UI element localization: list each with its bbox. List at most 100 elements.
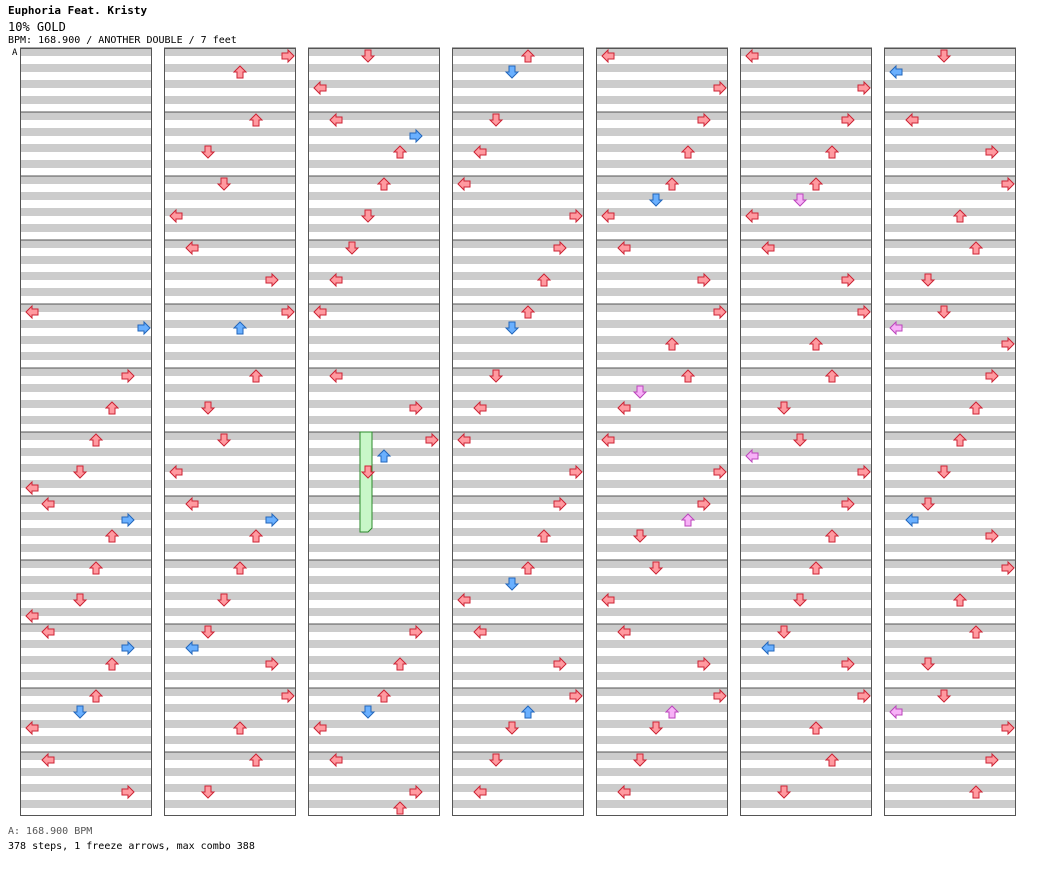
step-arrow-up bbox=[968, 785, 984, 799]
beat-stripe bbox=[884, 480, 1016, 488]
bpm-marker: A bbox=[12, 48, 18, 58]
beat-stripe bbox=[740, 640, 872, 648]
beat-stripe bbox=[164, 64, 296, 72]
beat-stripe bbox=[596, 320, 728, 328]
step-arrow-right bbox=[553, 656, 567, 672]
beat-stripe bbox=[740, 752, 872, 760]
step-arrow-up bbox=[88, 689, 104, 703]
beat-stripe bbox=[740, 208, 872, 216]
step-arrow-up bbox=[376, 177, 392, 191]
beat-stripe bbox=[20, 656, 152, 664]
beat-stripe bbox=[596, 240, 728, 248]
step-arrow-down bbox=[488, 753, 504, 767]
beat-stripe bbox=[596, 784, 728, 792]
beat-stripe bbox=[308, 752, 440, 760]
beat-stripe bbox=[164, 224, 296, 232]
beat-stripe bbox=[164, 288, 296, 296]
beat-stripe bbox=[452, 176, 584, 184]
beat-stripe bbox=[452, 720, 584, 728]
beat-stripe bbox=[740, 128, 872, 136]
step-arrow-left bbox=[185, 240, 199, 256]
beat-stripe bbox=[452, 240, 584, 248]
beat-stripe bbox=[164, 128, 296, 136]
step-arrow-down bbox=[488, 113, 504, 127]
step-arrow-right bbox=[1001, 720, 1015, 736]
beat-stripe bbox=[884, 352, 1016, 360]
step-arrow-right bbox=[281, 48, 295, 64]
beat-stripe bbox=[164, 656, 296, 664]
beat-stripe bbox=[884, 320, 1016, 328]
beat-stripe bbox=[884, 752, 1016, 760]
beat-stripe bbox=[884, 192, 1016, 200]
beat-stripe bbox=[884, 768, 1016, 776]
beat-stripe bbox=[452, 592, 584, 600]
beat-stripe bbox=[596, 176, 728, 184]
beat-stripe bbox=[884, 384, 1016, 392]
step-arrow-up bbox=[536, 273, 552, 287]
beat-stripe bbox=[740, 656, 872, 664]
beat-stripe bbox=[308, 128, 440, 136]
beat-stripe bbox=[308, 672, 440, 680]
step-arrow-down bbox=[936, 465, 952, 479]
beat-stripe bbox=[596, 800, 728, 808]
beat-stripe bbox=[164, 304, 296, 312]
step-arrow-down bbox=[920, 273, 936, 287]
beat-stripe bbox=[452, 576, 584, 584]
beat-stripe bbox=[164, 272, 296, 280]
step-arrow-down bbox=[792, 593, 808, 607]
beat-stripe bbox=[884, 368, 1016, 376]
beat-stripe bbox=[452, 384, 584, 392]
chart-rating: 10% GOLD bbox=[8, 20, 66, 34]
beat-stripe bbox=[20, 640, 152, 648]
step-arrow-left bbox=[185, 496, 199, 512]
beat-stripe bbox=[740, 112, 872, 120]
step-arrow-right bbox=[265, 272, 279, 288]
step-arrow-down bbox=[504, 577, 520, 591]
beat-stripe bbox=[20, 368, 152, 376]
step-arrow-left bbox=[617, 400, 631, 416]
beat-stripe bbox=[740, 512, 872, 520]
step-arrow-down bbox=[360, 209, 376, 223]
beat-stripe bbox=[308, 544, 440, 552]
step-arrow-down bbox=[200, 785, 216, 799]
beat-stripe bbox=[308, 640, 440, 648]
beat-stripe bbox=[452, 752, 584, 760]
beat-stripe bbox=[20, 624, 152, 632]
beat-stripe bbox=[164, 112, 296, 120]
step-arrow-up bbox=[104, 529, 120, 543]
chart-column bbox=[596, 47, 728, 816]
beat-stripe bbox=[596, 704, 728, 712]
step-arrow-left bbox=[601, 432, 615, 448]
step-arrow-right bbox=[697, 112, 711, 128]
beat-stripe bbox=[596, 80, 728, 88]
beat-stripe bbox=[452, 112, 584, 120]
beat-stripe bbox=[308, 480, 440, 488]
step-arrow-right bbox=[1001, 176, 1015, 192]
beat-stripe bbox=[20, 432, 152, 440]
beat-stripe bbox=[596, 112, 728, 120]
step-arrow-left bbox=[457, 432, 471, 448]
step-arrow-left bbox=[25, 304, 39, 320]
beat-stripe bbox=[884, 96, 1016, 104]
beat-stripe bbox=[740, 576, 872, 584]
step-arrow-up bbox=[680, 513, 696, 527]
step-arrow-right bbox=[569, 464, 583, 480]
beat-stripe bbox=[308, 160, 440, 168]
beat-stripe bbox=[308, 592, 440, 600]
beat-stripe bbox=[596, 672, 728, 680]
step-arrow-left bbox=[889, 64, 903, 80]
step-arrow-up bbox=[680, 145, 696, 159]
beat-stripe bbox=[308, 320, 440, 328]
step-arrow-down bbox=[216, 433, 232, 447]
beat-stripe bbox=[884, 576, 1016, 584]
beat-stripe bbox=[308, 272, 440, 280]
beat-stripe bbox=[884, 288, 1016, 296]
beat-stripe bbox=[164, 448, 296, 456]
beat-stripe bbox=[308, 496, 440, 504]
beat-stripe bbox=[164, 688, 296, 696]
beat-stripe bbox=[884, 720, 1016, 728]
beat-stripe bbox=[884, 672, 1016, 680]
beat-stripe bbox=[452, 208, 584, 216]
beat-stripe bbox=[164, 512, 296, 520]
beat-stripe bbox=[308, 176, 440, 184]
